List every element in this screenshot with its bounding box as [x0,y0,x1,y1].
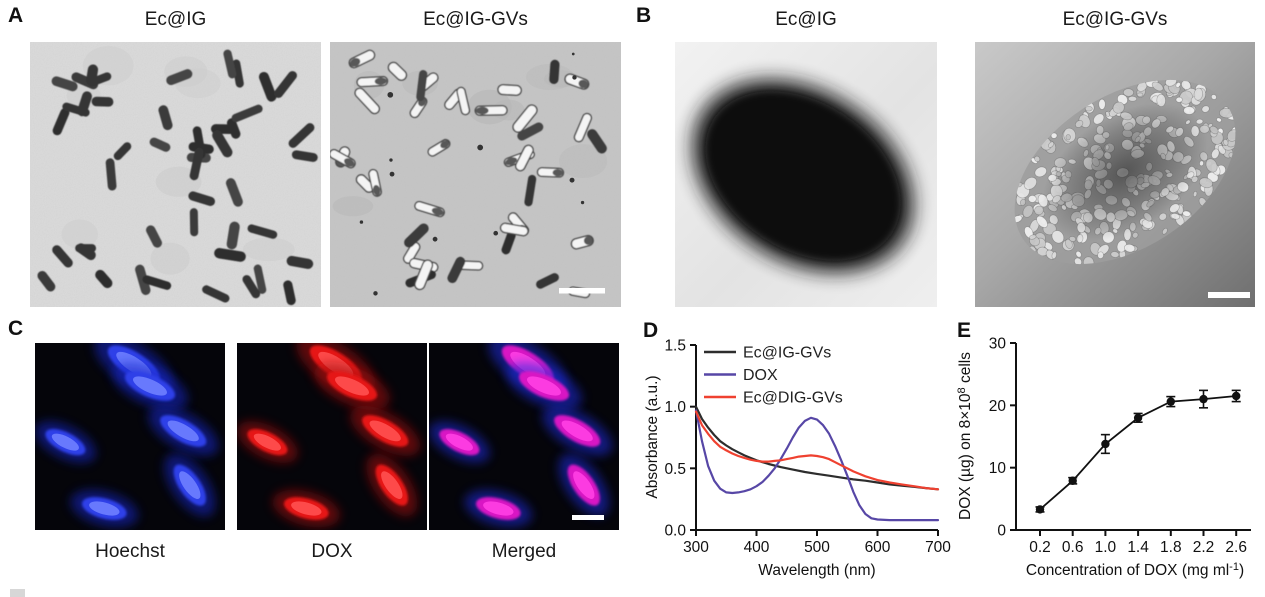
absorbance-spectrum-chart: 300 400 500 600 700 0.0 0.5 1.0 1.5 Wavelength (n… [644,338,951,580]
y-tick-label: 0 [997,523,1006,540]
x-tick-label: 500 [804,539,830,556]
bacteria-rods-group [330,49,607,299]
scale-bar [559,288,605,294]
panel-c-fluorescence-hoechst [35,343,225,530]
x-axis-label: Concentration of DOX (mg ml-1) [1026,561,1244,579]
panel-label-e: E [957,319,972,342]
y-tick-label: 0.5 [664,461,686,478]
panel-b-tem-ecig [675,42,937,307]
y-tick-label: 30 [989,336,1007,353]
panel-b-tem-ecig-gvs [975,42,1255,307]
y-tick-label: 10 [989,460,1007,477]
panel-c-caption-hoechst: Hoechst [95,541,165,562]
panel-a-title-2: Ec@IG-GVs [423,9,528,30]
x-axis-label: Wavelength (nm) [758,562,875,579]
data-point-marker [1199,394,1208,404]
axes: 0.2 0.6 1.0 1.4 1.8 2.2 2.6 0 10 20 30 [989,336,1251,556]
y-tick-label: 1.5 [664,338,686,355]
stained-bacteria-group [237,343,421,528]
panel-a-micrograph-ecig [30,42,321,307]
panel-label-d: D [643,319,659,342]
bacteria-rods-group [37,49,318,306]
legend-label: Ec@DIG-GVs [743,390,843,407]
legend: Ec@IG-GVs DOX Ec@DIG-GVs [704,345,843,407]
series-line-0 [694,405,940,491]
x-tick-label: 600 [865,539,891,556]
axes: 300 400 500 600 700 0.0 0.5 1.0 1.5 [664,338,951,557]
panel-c-caption-merged: Merged [491,541,557,562]
legend-label: Ec@IG-GVs [743,345,831,362]
debris-dots [359,52,585,296]
series-line-1 [694,409,940,522]
bacterium-dark-body [691,78,915,274]
panel-label-c: C [8,317,24,340]
x-tick-label: 300 [683,539,709,556]
x-tick-label: 1.0 [1095,539,1117,556]
panel-a-title-1: Ec@IG [144,9,207,30]
dox-loading-chart: 0.2 0.6 1.0 1.4 1.8 2.2 2.6 0 10 20 30 Concentratio… [956,336,1251,579]
data-point-marker [1035,505,1045,514]
y-axis-label: DOX (µg) on 8×108 cells [956,352,974,520]
x-tick-label: 1.4 [1127,539,1149,556]
y-axis-label: Absorbance (a.u.) [644,375,661,498]
panel-c-caption-dox: DOX [311,541,353,562]
x-tick-label: 1.8 [1160,539,1182,556]
data-point-marker [1101,439,1110,449]
panel-b-title-2: Ec@IG-GVs [1062,9,1168,30]
panel-b-title-1: Ec@IG [775,9,837,30]
x-tick-label: 700 [925,539,951,556]
data-point-marker [1232,391,1241,401]
cropped-next-panel-label-mark [10,589,25,597]
x-tick-label: 400 [744,539,770,556]
x-tick-label: 0.6 [1062,539,1084,556]
series-line-2 [694,410,940,491]
stained-bacteria-group [35,343,219,528]
data-point-marker [1068,476,1077,485]
scale-bar [1208,292,1250,298]
data-point-marker [1166,397,1175,406]
panel-a-micrograph-ecig-gvs [330,42,621,307]
x-tick-label: 0.2 [1029,539,1051,556]
panel-c-fluorescence-dox [237,343,427,530]
x-tick-label: 2.6 [1225,539,1247,556]
scale-bar [572,515,604,520]
y-tick-label: 20 [989,398,1007,415]
panel-label-b: B [636,4,652,27]
data-point-marker [1133,413,1143,422]
y-tick-label: 1.0 [664,399,686,416]
panel-label-a: A [8,4,24,27]
y-tick-label: 0.0 [664,523,686,540]
panel-c-fluorescence-merged [429,343,619,530]
legend-label: DOX [743,367,778,384]
x-tick-label: 2.2 [1193,539,1215,556]
bacterium-with-gas-vesicles [1012,76,1239,269]
stained-bacteria-group [429,343,613,528]
data-points [1035,389,1241,514]
